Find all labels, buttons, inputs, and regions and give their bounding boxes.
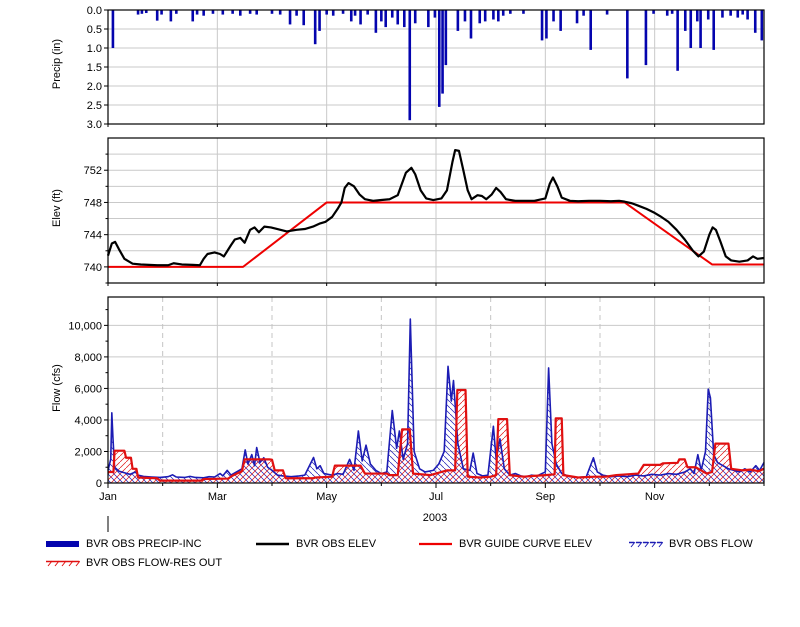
legend-label: BVR OBS FLOW [669,538,753,550]
svg-text:740: 740 [84,262,102,274]
flow-panel: 0 2,000 4,000 6,000 8,000 10,000 [68,296,765,490]
svg-text:Mar: Mar [208,491,227,503]
svg-text:Sep: Sep [536,491,556,503]
svg-text:Jan: Jan [99,491,117,503]
svg-text:May: May [316,491,337,503]
legend-item-precip-inc: BVR OBS PRECIP-INC [46,538,202,550]
red-line-swatch-icon [419,542,452,546]
svg-text:748: 748 [84,197,102,209]
elev-panel: 740 744 748 752 [84,137,765,286]
legend-label: BVR GUIDE CURVE ELEV [459,538,593,550]
svg-text:Jul: Jul [429,491,443,503]
precip-bar-swatch-icon [46,541,79,547]
svg-text:2.5: 2.5 [87,100,102,112]
svg-text:Nov: Nov [645,491,665,503]
y-axis-title-elev: Elev (ft) [51,189,63,227]
svg-text:744: 744 [84,230,102,242]
chart-canvas: 0.0 0.5 1.0 1.5 2.0 2.5 3.0 740 744 748 752 0 2,000 4… [68,5,765,532]
svg-text:1.0: 1.0 [87,43,102,55]
svg-text:1.5: 1.5 [87,62,102,74]
svg-text:752: 752 [84,165,102,177]
legend-label: BVR OBS ELEV [296,538,377,550]
legend-label: BVR OBS PRECIP-INC [86,538,202,550]
precip-panel: 0.0 0.5 1.0 1.5 2.0 2.5 3.0 [87,5,765,131]
y-axis-title-precip: Precip (in) [51,38,63,90]
svg-text:2,000: 2,000 [74,446,102,458]
red-hatch-swatch-icon [46,560,80,567]
svg-text:3.0: 3.0 [87,119,102,131]
legend-item-obs-elev: BVR OBS ELEV [256,538,376,550]
legend-label: BVR OBS FLOW-RES OUT [86,557,223,569]
svg-text:0: 0 [96,478,102,490]
x-axis: Jan Mar May Jul Sep Nov [99,491,665,532]
svg-text:0.0: 0.0 [87,5,102,17]
svg-text:4,000: 4,000 [74,415,102,427]
legend-item-guide-curve: BVR GUIDE CURVE ELEV [419,538,592,550]
svg-text:10,000: 10,000 [68,320,102,332]
svg-text:8,000: 8,000 [74,352,102,364]
black-line-swatch-icon [256,542,289,546]
svg-text:6,000: 6,000 [74,383,102,395]
legend-item-flow-res-out: BVR OBS FLOW-RES OUT [46,557,222,569]
x-axis-year-label: 2003 [422,512,448,524]
svg-text:0.5: 0.5 [87,24,102,36]
blue-hatch-swatch-icon [629,541,663,548]
legend-item-obs-flow: BVR OBS FLOW [629,538,753,550]
y-axis-title-flow: Flow (cfs) [51,364,63,412]
svg-text:2.0: 2.0 [87,81,102,93]
